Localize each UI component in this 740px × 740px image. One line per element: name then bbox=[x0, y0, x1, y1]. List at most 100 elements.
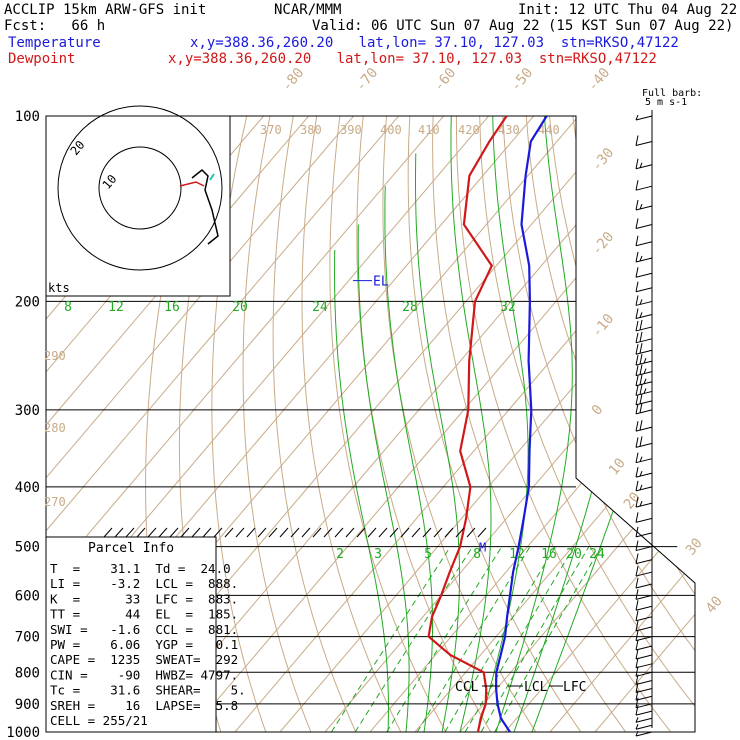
isotherm-line bbox=[234, 116, 695, 732]
wind-barb-flag bbox=[639, 393, 643, 404]
parcel-info-row: K = 33 LFC = 883. bbox=[50, 591, 238, 606]
wind-barb-staff bbox=[635, 314, 653, 319]
theta-tick-label: 400 bbox=[380, 123, 402, 137]
ccl-annotation: CCL bbox=[455, 680, 479, 695]
wind-barb-flag bbox=[635, 705, 639, 716]
wind-barb-flag bbox=[635, 394, 639, 405]
wind-barb-flag bbox=[639, 299, 643, 305]
wind-barb-flag bbox=[635, 565, 639, 577]
wind-barb-flag bbox=[635, 235, 639, 246]
wind-barb-flag bbox=[639, 456, 643, 462]
wind-barb bbox=[635, 657, 653, 669]
wind-barb-flag bbox=[635, 496, 639, 508]
wind-barb bbox=[635, 674, 653, 686]
hatch-mark bbox=[433, 527, 443, 538]
mixing-ratio-label: 16 bbox=[541, 547, 557, 562]
isotherm-line bbox=[414, 116, 695, 732]
wind-barb bbox=[635, 420, 653, 432]
wind-barb-staff bbox=[635, 400, 653, 406]
wind-barb-staff bbox=[635, 338, 653, 344]
wind-barb-flag bbox=[639, 436, 643, 447]
wind-barb bbox=[635, 697, 653, 709]
wind-barb-flag bbox=[635, 682, 639, 693]
pressure-tick-label: 300 bbox=[15, 403, 40, 419]
hatch-mark bbox=[422, 527, 432, 538]
isotherm-line bbox=[549, 116, 695, 732]
wind-barb-flag bbox=[639, 312, 643, 318]
wind-barb bbox=[635, 666, 653, 677]
wind-barb bbox=[635, 393, 653, 406]
parcel-info-row: SREH = 16 LAPSE= 5.8 bbox=[50, 698, 238, 713]
wind-barb bbox=[635, 512, 653, 523]
temperature-trace bbox=[494, 116, 548, 732]
wind-barb-staff bbox=[635, 546, 653, 552]
isotherm-line bbox=[594, 116, 695, 732]
wind-barb-flag bbox=[635, 267, 639, 278]
dry-adiabat-line bbox=[479, 116, 695, 732]
wind-key-title: Full barb: bbox=[642, 88, 702, 99]
wind-barb-staff bbox=[635, 695, 653, 701]
wind-barb bbox=[635, 730, 653, 737]
wind-barb-staff bbox=[635, 703, 653, 709]
hatch-mark bbox=[103, 527, 113, 538]
dry-adiabat-line bbox=[665, 116, 695, 732]
wind-barb-staff bbox=[635, 300, 653, 306]
hatch-mark bbox=[279, 527, 289, 538]
hatch-mark bbox=[444, 527, 454, 538]
wind-barb-flag bbox=[635, 295, 639, 306]
wind-barb-flag bbox=[635, 657, 639, 668]
wind-barb-staff bbox=[635, 223, 653, 229]
legend-dewpoint-info: x,y=388.36,260.20 lat,lon= 37.10, 127.03… bbox=[168, 51, 657, 67]
isotherm-line bbox=[324, 116, 695, 732]
wind-barb bbox=[635, 354, 653, 366]
hatch-mark bbox=[334, 527, 344, 538]
hatch-mark bbox=[158, 527, 168, 538]
wind-barb bbox=[635, 540, 653, 552]
hatch-mark bbox=[147, 527, 157, 538]
wind-barb bbox=[635, 343, 653, 355]
wind-barb bbox=[635, 610, 653, 622]
wind-barb-flag bbox=[635, 648, 639, 660]
wind-barb bbox=[635, 682, 653, 694]
wind-barb-flag bbox=[635, 158, 639, 169]
wind-barb bbox=[635, 724, 653, 730]
hatch-mark bbox=[400, 527, 410, 538]
wind-barb-staff bbox=[635, 654, 653, 660]
forecast-hour: Fcst: 66 h bbox=[4, 18, 106, 34]
legend-temperature-label: Temperature bbox=[8, 35, 101, 51]
wind-barb-flag bbox=[639, 364, 643, 375]
dry-adiabat-line bbox=[502, 116, 695, 732]
wind-barb-staff bbox=[635, 559, 653, 565]
wind-barb bbox=[635, 158, 653, 170]
isotherm-line bbox=[46, 116, 444, 732]
theta-tick-label: 280 bbox=[44, 421, 66, 435]
wind-barb bbox=[635, 526, 653, 538]
wind-barb-flag bbox=[635, 308, 639, 319]
wind-barb bbox=[635, 331, 653, 344]
mixing-ratio-label: 28 bbox=[402, 300, 418, 315]
wind-barb-flag bbox=[635, 403, 639, 415]
isotherm-line bbox=[459, 116, 695, 732]
wind-barb bbox=[635, 251, 653, 263]
hatch-mark bbox=[290, 527, 300, 538]
wind-barb bbox=[635, 384, 653, 396]
hodograph-ring bbox=[57, 105, 223, 271]
wind-barb-staff bbox=[635, 164, 653, 170]
hatch-mark bbox=[367, 527, 377, 538]
wind-barb-flag bbox=[639, 470, 643, 477]
hatch-mark bbox=[213, 527, 223, 538]
wind-barb-flag bbox=[635, 114, 639, 121]
wind-barb-flag bbox=[635, 180, 639, 191]
wind-barb-flag bbox=[635, 199, 639, 211]
wind-barb-flag bbox=[635, 281, 639, 292]
wind-barb-staff bbox=[635, 724, 653, 730]
wind-barb-staff bbox=[635, 502, 653, 508]
wind-barb-staff bbox=[635, 326, 653, 332]
wind-barb-staff bbox=[635, 458, 653, 464]
wind-barb-flag bbox=[643, 378, 647, 384]
theta-tick-label: 410 bbox=[418, 123, 440, 137]
wind-barb-staff bbox=[635, 731, 653, 737]
pressure-tick-label: 600 bbox=[15, 588, 40, 604]
wind-barb-flag bbox=[635, 467, 639, 478]
mixing-ratio-label: 5 bbox=[424, 547, 432, 562]
